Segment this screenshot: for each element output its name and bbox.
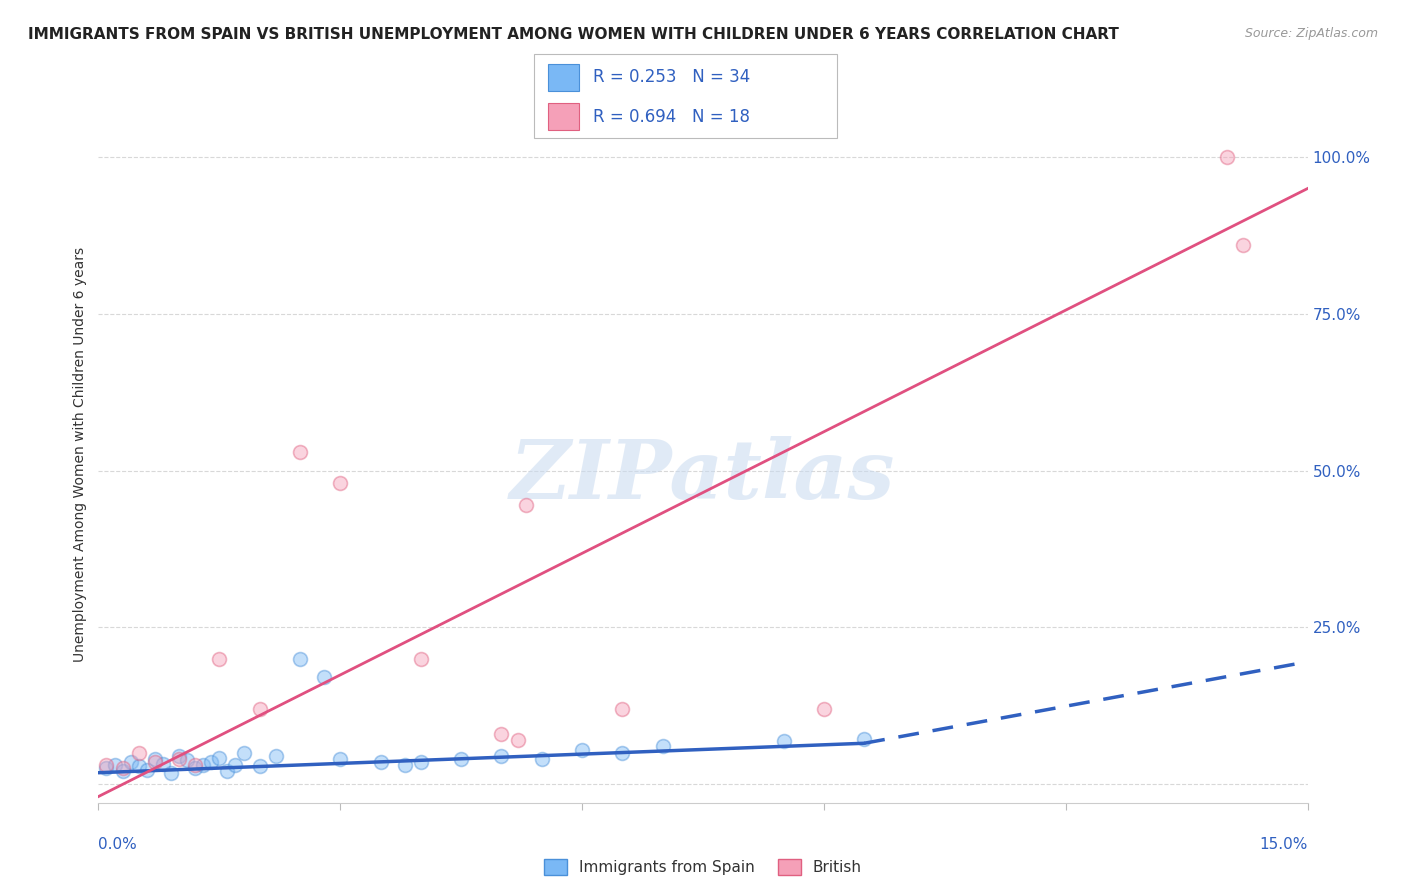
Point <box>370 755 392 769</box>
Point <box>329 752 352 766</box>
Point <box>184 758 207 772</box>
Point <box>96 761 118 775</box>
Point <box>1216 150 1239 164</box>
Point <box>128 746 150 760</box>
Point <box>167 748 190 763</box>
Point <box>176 753 198 767</box>
Point <box>612 746 634 760</box>
Point <box>409 755 432 769</box>
Text: ZIPatlas: ZIPatlas <box>510 436 896 516</box>
Point <box>530 752 553 766</box>
Text: IMMIGRANTS FROM SPAIN VS BRITISH UNEMPLOYMENT AMONG WOMEN WITH CHILDREN UNDER 6 : IMMIGRANTS FROM SPAIN VS BRITISH UNEMPLO… <box>28 27 1119 42</box>
Point <box>813 702 835 716</box>
Point <box>184 761 207 775</box>
Point <box>167 752 190 766</box>
Point <box>491 727 513 741</box>
Point <box>152 756 174 771</box>
Text: 0.0%: 0.0% <box>98 838 138 852</box>
Point <box>111 761 134 775</box>
Point <box>249 702 271 716</box>
Point <box>217 764 239 779</box>
Point <box>120 755 142 769</box>
Point <box>193 758 215 772</box>
Point <box>249 759 271 773</box>
Text: 15.0%: 15.0% <box>1260 838 1308 852</box>
Point <box>450 752 472 766</box>
Point <box>491 748 513 763</box>
Point <box>288 651 311 665</box>
Legend: Immigrants from Spain, British: Immigrants from Spain, British <box>544 859 862 875</box>
Text: R = 0.694   N = 18: R = 0.694 N = 18 <box>593 108 751 126</box>
Point <box>200 755 222 769</box>
Point <box>143 752 166 766</box>
Point <box>208 651 231 665</box>
Point <box>224 758 246 772</box>
Point <box>143 755 166 769</box>
Point <box>853 731 876 746</box>
Point <box>160 765 183 780</box>
Point <box>96 758 118 772</box>
Point <box>515 498 537 512</box>
Point <box>571 742 593 756</box>
Point <box>329 476 352 491</box>
Point <box>128 759 150 773</box>
Point <box>264 748 287 763</box>
Point <box>314 670 336 684</box>
Point <box>612 702 634 716</box>
Text: R = 0.253   N = 34: R = 0.253 N = 34 <box>593 69 751 87</box>
Point <box>651 739 673 754</box>
Point <box>409 651 432 665</box>
Point <box>394 758 416 772</box>
Y-axis label: Unemployment Among Women with Children Under 6 years: Unemployment Among Women with Children U… <box>73 247 87 663</box>
Point <box>288 444 311 458</box>
Point <box>208 750 231 764</box>
Point <box>1232 238 1254 252</box>
Point <box>135 763 157 777</box>
Point <box>103 758 125 772</box>
Point <box>506 733 529 747</box>
Point <box>111 764 134 779</box>
Point <box>772 734 794 748</box>
Point <box>232 746 254 760</box>
Text: Source: ZipAtlas.com: Source: ZipAtlas.com <box>1244 27 1378 40</box>
